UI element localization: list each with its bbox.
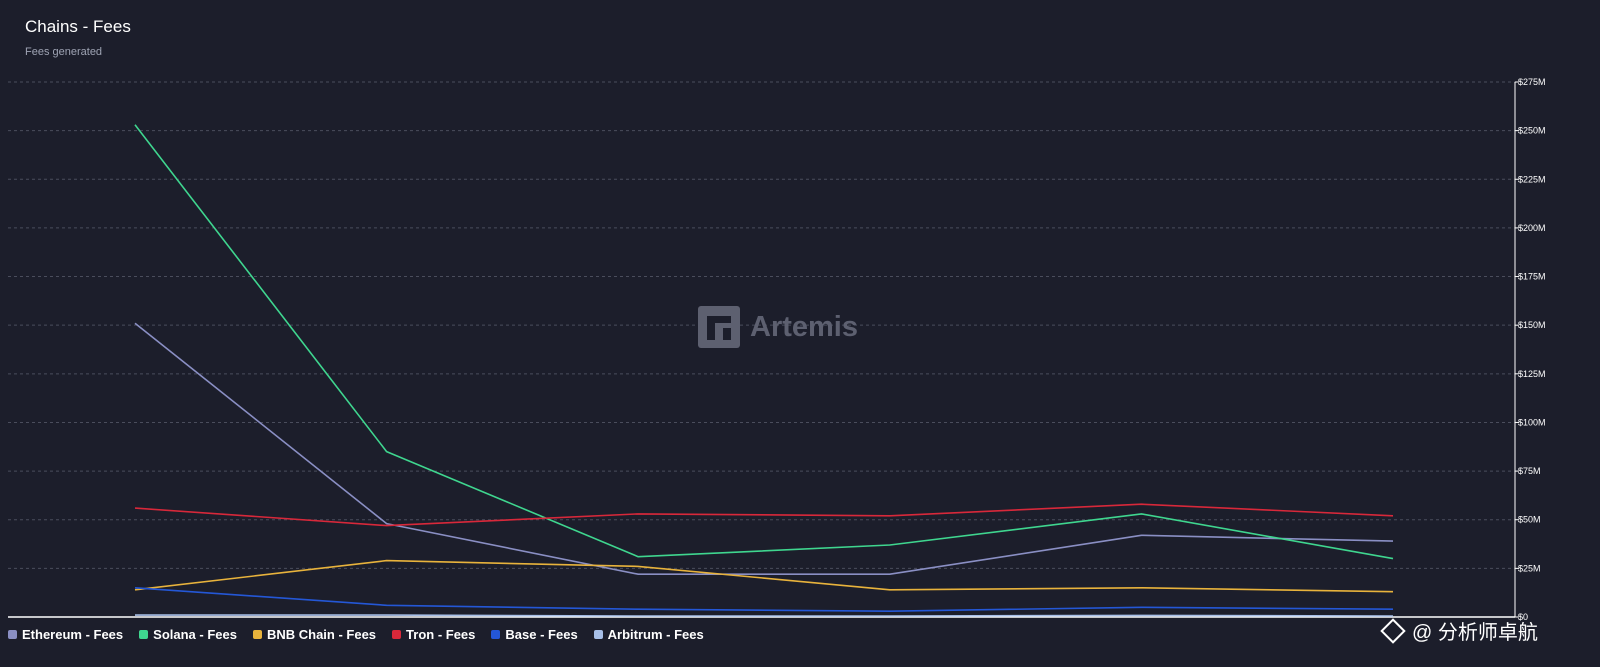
y-tick-label: $150M	[1518, 320, 1546, 330]
artemis-watermark: Artemis	[698, 306, 858, 348]
gridlines	[8, 81, 1515, 618]
y-tick-label: $0	[1518, 612, 1528, 622]
legend-label: Tron - Fees	[406, 627, 476, 642]
y-tick-label: $175M	[1518, 272, 1546, 282]
legend-item-tron[interactable]: Tron - Fees	[392, 627, 475, 642]
y-tick-label: $100M	[1518, 417, 1546, 427]
artemis-logo-icon	[698, 306, 740, 348]
legend-item-base[interactable]: Base - Fees	[491, 627, 578, 642]
y-tick-label: $125M	[1518, 369, 1546, 379]
legend-label: Arbitrum - Fees	[607, 627, 704, 642]
legend-swatch-icon	[252, 630, 262, 639]
y-axis-ticks: $0 $25M $50M $75M $100M $125M $150M $175M $200M $…	[1514, 77, 1546, 622]
legend-swatch-icon	[8, 630, 17, 639]
legend-label: Solana - Fees	[153, 627, 237, 642]
legend-swatch-icon	[392, 630, 402, 639]
series-line-ethereum-fees[interactable]	[134, 322, 1394, 576]
legend-swatch-icon	[593, 630, 603, 639]
credit-text: @ 分析师卓航	[1412, 622, 1538, 644]
binance-diamond-icon	[1380, 617, 1406, 644]
legend-item-bnb-chain[interactable]: BNB Chain - Fees	[252, 627, 377, 642]
y-tick-label: $75M	[1518, 466, 1541, 476]
legend-label: BNB Chain - Fees	[266, 627, 377, 642]
y-tick-label: $250M	[1518, 126, 1546, 136]
watermark-text: Artemis	[750, 310, 858, 343]
y-tick-label: $25M	[1518, 563, 1541, 573]
y-tick-label: $50M	[1518, 515, 1541, 525]
legend: Ethereum - Fees Solana - Fees BNB Chain …	[8, 627, 704, 642]
series-line-tron-fees[interactable]	[134, 503, 1394, 527]
series-line-bnb-chain-fees[interactable]	[134, 559, 1394, 593]
legend-label: Base - Fees	[505, 627, 578, 642]
y-tick-label: $275M	[1518, 77, 1546, 87]
chart-title: Chains - Fees	[25, 17, 131, 36]
series-line-base-fees[interactable]	[134, 587, 1394, 613]
series-line-arbitrum-fees[interactable]	[135, 614, 1394, 617]
legend-swatch-icon	[139, 630, 149, 639]
legend-item-ethereum[interactable]: Ethereum - Fees	[8, 627, 123, 642]
legend-label: Ethereum - Fees	[22, 627, 124, 642]
chart-subtitle: Fees generated	[25, 46, 103, 58]
legend-item-arbitrum[interactable]: Arbitrum - Fees	[593, 627, 704, 642]
legend-item-solana[interactable]: Solana - Fees	[139, 627, 237, 642]
y-tick-label: $200M	[1518, 223, 1546, 233]
legend-swatch-icon	[491, 630, 501, 639]
series-lines	[134, 124, 1394, 617]
series-line-solana-fees[interactable]	[134, 124, 1394, 560]
author-credit: @ 分析师卓航	[1380, 616, 1538, 645]
y-tick-label: $225M	[1518, 174, 1546, 184]
